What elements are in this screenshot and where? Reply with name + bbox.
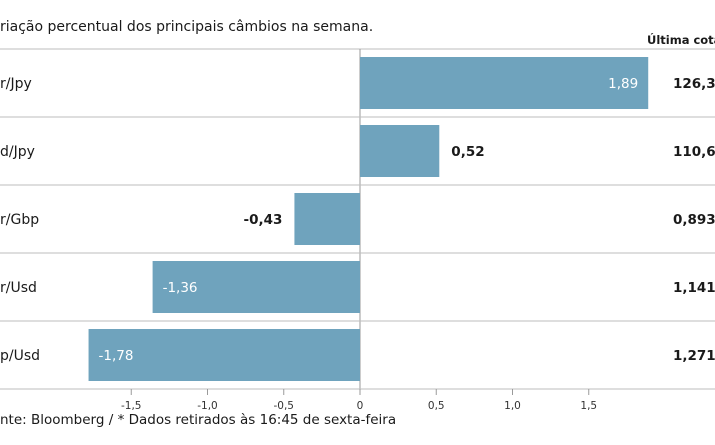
x-tick-label: -1,0 [197, 400, 218, 412]
category-label: r/Jpy [0, 76, 32, 92]
x-tick-label: 0,5 [428, 400, 445, 412]
x-tick-label: 0 [357, 400, 364, 412]
bar [360, 57, 649, 109]
chart-rows: r/Jpy 1,89 126,31 d/Jpy 0,52 110,68 r/Gbp -0,43… [0, 49, 715, 390]
last-quote-value: 1,1411 [673, 280, 715, 296]
bar-value-label: -0,43 [244, 212, 283, 228]
bar [88, 329, 361, 381]
bar [294, 193, 360, 245]
last-quote-header: Última cotaç [647, 32, 715, 47]
bar-value-label: -1,36 [163, 280, 198, 296]
x-tick-label: 1,5 [580, 400, 597, 412]
x-tick-label: -1,5 [121, 400, 142, 412]
chart-title: riação percentual dos principais câmbios… [0, 19, 373, 35]
x-tick-label: 1,0 [504, 400, 521, 412]
bar-value-label: 1,89 [608, 76, 638, 92]
category-label: p/Usd [0, 348, 40, 364]
bar-value-label: 0,52 [451, 144, 484, 160]
source-note: nte: Bloomberg / * Dados retirados às 16… [0, 412, 396, 428]
last-quote-value: 126,31 [673, 76, 715, 92]
x-tick-label: -0,5 [274, 400, 295, 412]
category-label: d/Jpy [0, 144, 35, 160]
category-label: r/Gbp [0, 212, 39, 228]
bar-value-label: -1,78 [99, 348, 134, 364]
bar [152, 261, 360, 313]
last-quote-value: 1,271 [673, 348, 715, 364]
bar [360, 125, 440, 177]
last-quote-value: 110,68 [673, 144, 715, 160]
last-quote-value: 0,89361 [673, 212, 715, 228]
category-label: r/Usd [0, 280, 37, 296]
x-axis: -1,5 -1,0 -0,5 0 0,5 1,0 1,5 [121, 389, 597, 412]
